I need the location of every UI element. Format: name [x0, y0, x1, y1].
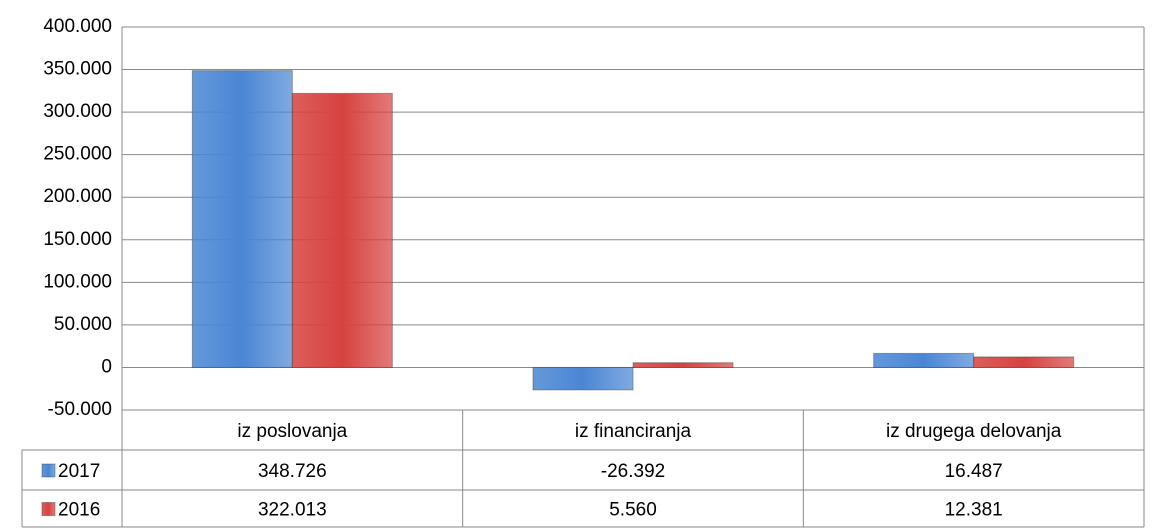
bar — [532, 366, 634, 391]
legend-label: 2017 — [58, 461, 100, 482]
table-value: 348.726 — [258, 461, 327, 482]
table-value: 16.487 — [945, 461, 1003, 482]
bar — [632, 362, 734, 368]
table-value: 12.381 — [945, 500, 1003, 521]
bar — [191, 70, 293, 368]
x-tick-label: iz drugega delovanja — [886, 421, 1062, 442]
legend-label: 2016 — [58, 500, 100, 521]
bar — [291, 92, 393, 368]
y-tick-label: 100.000 — [43, 271, 112, 292]
y-tick-label: 50.000 — [54, 314, 112, 335]
x-tick-label: iz poslovanja — [237, 421, 347, 442]
legend-key — [41, 502, 56, 516]
legend-key — [41, 463, 56, 478]
y-tick-label: 300.000 — [43, 101, 112, 122]
table-value: 322.013 — [258, 500, 327, 521]
x-tick-label: iz financiranja — [575, 421, 692, 442]
table-value: 5.560 — [609, 500, 657, 521]
bar — [973, 356, 1075, 368]
bar — [873, 352, 975, 368]
y-tick-label: 0 — [101, 356, 112, 377]
y-tick-label: 250.000 — [43, 144, 112, 165]
y-tick-label: -50.000 — [48, 399, 112, 420]
table-value: -26.392 — [601, 461, 665, 482]
y-tick-label: 150.000 — [43, 229, 112, 250]
y-tick-label: 400.000 — [43, 16, 112, 37]
y-tick-label: 350.000 — [43, 59, 112, 80]
y-tick-label: 200.000 — [43, 186, 112, 207]
